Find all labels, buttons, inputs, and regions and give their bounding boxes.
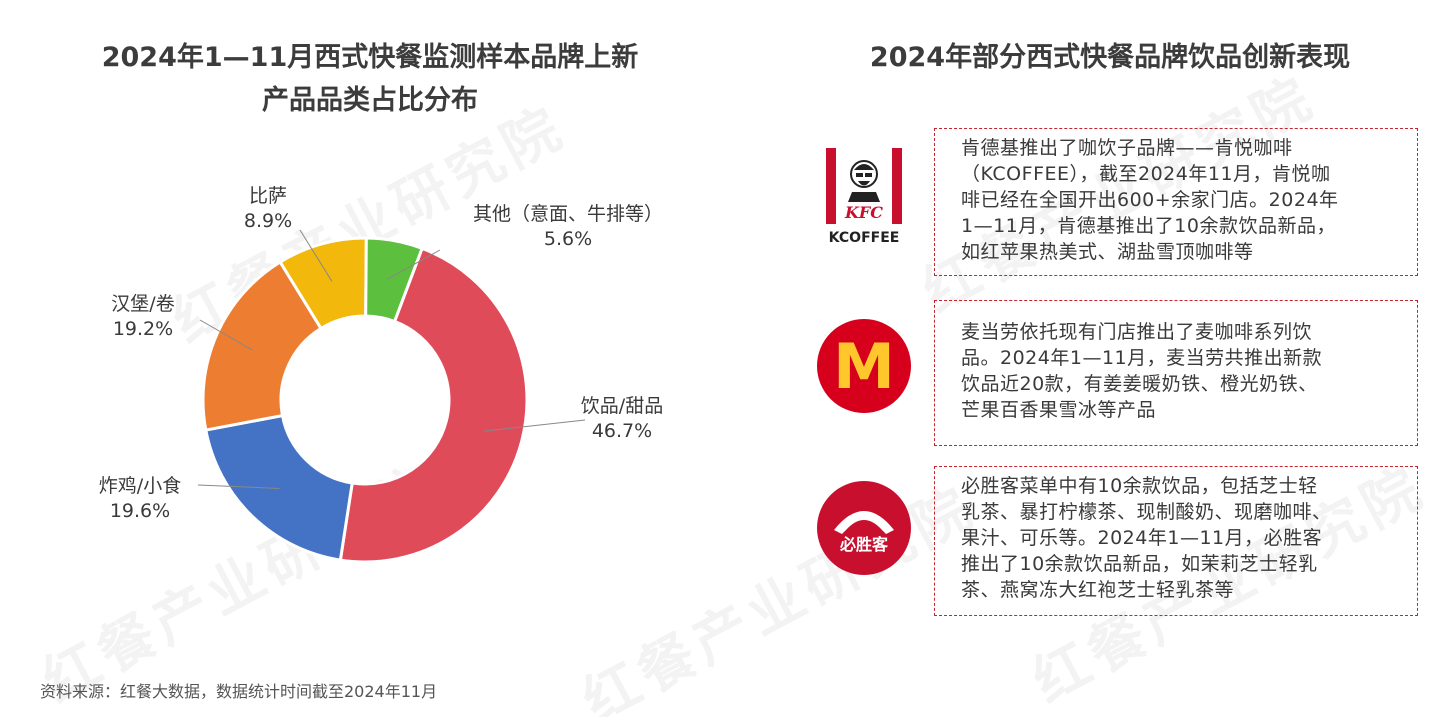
pizzahut-description-line: 推出了10余款饮品新品，如茉莉芝士轻乳 [961,553,1318,575]
leader-line [483,419,586,432]
mcdonalds-description-line: 饮品近20款，有姜姜暖奶铁、橙光奶铁、 [961,373,1318,395]
donut-chart: 饮品/甜品 46.7% 炸鸡/小食 19.6% 汉堡/卷 19.2% 比萨 8.9% 其他（意面… [99,185,663,564]
mcdonalds-description-line: 麦当劳依托现有门店推出了麦咖啡系列饮 [961,321,1313,343]
pizzahut-logo-text: 必胜客 [839,535,889,554]
slice-value-label: 19.2% [113,318,173,340]
slice-category-label: 比萨 [249,185,287,207]
pizzahut-description-line: 果汁、可乐等。2024年1—11月，必胜客 [961,527,1323,549]
slice-category-label: 其他（意面、牛排等） [473,203,663,225]
mcdonalds-description-line: 品。2024年1—11月，麦当劳共推出新款 [961,347,1323,369]
slice-value-label: 5.6% [544,228,592,250]
pizzahut-description-box: 必胜客菜单中有10余款饮品，包括芝士轻 乳茶、暴打柠檬茶、现制酸奶、现磨咖啡、 … [934,466,1418,616]
slice-category-label: 炸鸡/小食 [99,475,181,497]
kfc-description-line: 肯德基推出了咖饮子品牌——肯悦咖啡 [961,137,1293,159]
leader-line [299,229,333,282]
donut-slice [338,246,529,564]
mcdonalds-description-box: 麦当劳依托现有门店推出了麦咖啡系列饮 品。2024年1—11月，麦当劳共推出新款… [934,300,1418,446]
mcdonalds-description-line: 芒果百香果雪冰等产品 [961,399,1157,421]
left-title-line-1: 2024年1—11月西式快餐监测样本品牌上新 [101,42,639,73]
slice-category-label: 饮品/甜品 [581,395,663,417]
kfc-description-line: 1—11月，肯德基推出了10余款饮品新品， [961,215,1336,237]
left-chart-title: 2024年1—11月西式快餐监测样本品牌上新 产品品类占比分布 [30,36,710,122]
leader-line [197,484,280,489]
slice-value-label: 8.9% [244,210,292,232]
kfc-description-line: 啡已经在全国开出600+余家门店。2024年 [961,189,1339,211]
slice-value-label: 19.6% [110,500,170,522]
donut-slice [364,236,425,324]
leader-line [199,319,253,351]
donut-slice [201,259,324,432]
kfc-logo: KFC KCOFFEE [818,148,910,248]
source-note: 资料来源：红餐大数据，数据统计时间截至2024年11月 [40,682,438,701]
kfc-description-line: 如红苹果热美式、湖盐雪顶咖啡等 [961,241,1254,263]
kfc-description-box: 肯德基推出了咖饮子品牌——肯悦咖啡 （KCOFFEE），截至2024年11月，肯… [934,128,1418,276]
slice-value-label: 46.7% [592,420,652,442]
mcdonalds-arches-icon: M [833,330,895,403]
pizzahut-logo: 必胜客 [816,480,912,576]
slice-category-label: 汉堡/卷 [111,293,174,315]
pizzahut-description-line: 茶、燕窝冻大红袍芝士轻乳茶等 [961,579,1235,601]
left-title-line-2: 产品品类占比分布 [262,85,478,116]
donut-slice [204,413,354,562]
right-section-title: 2024年部分西式快餐品牌饮品创新表现 [869,42,1351,73]
kfc-description-line: （KCOFFEE），截至2024年11月，肯悦咖 [961,163,1331,185]
kcoffee-text: KCOFFEE [829,230,900,246]
mcdonalds-logo: M [816,318,912,414]
pizzahut-description-line: 乳茶、暴打柠檬茶、现制酸奶、现磨咖啡、 [961,501,1332,523]
kfc-logo-text: KFC [844,203,883,222]
pizzahut-description-line: 必胜客菜单中有10余款饮品，包括芝士轻 [961,475,1318,497]
leader-line [387,249,441,280]
